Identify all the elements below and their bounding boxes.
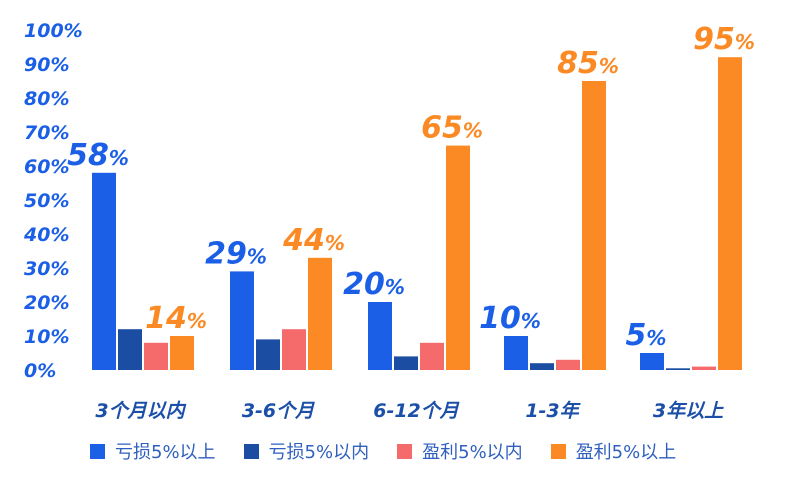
legend-label: 盈利5%以内 <box>422 442 523 463</box>
y-tick-label: 100% <box>24 20 83 42</box>
bar <box>582 81 606 370</box>
data-labels: 58% 29% 20% 10% 5% 14% 44% 65% 85% 95% <box>67 22 755 353</box>
data-label: 29% <box>205 236 267 271</box>
legend: 亏损5%以上 亏损5%以内 盈利5%以内 盈利5%以上 <box>90 438 704 464</box>
legend-item: 亏损5%以内 <box>243 438 370 464</box>
bar <box>640 353 664 370</box>
data-label: 95% <box>693 22 755 57</box>
bar <box>556 359 580 370</box>
x-tick-label: 3年以上 <box>653 400 724 422</box>
bar <box>666 368 690 370</box>
y-tick-label: 30% <box>24 258 69 280</box>
bar <box>530 363 554 370</box>
bar <box>394 356 418 370</box>
data-label: 20% <box>343 267 405 302</box>
legend-swatch <box>90 443 105 459</box>
legend-label: 亏损5%以内 <box>268 442 370 463</box>
x-tick-label: 1-3年 <box>525 400 581 422</box>
legend-swatch <box>397 443 413 459</box>
data-label: 10% <box>479 301 541 336</box>
legend-item: 盈利5%以上 <box>550 438 677 464</box>
legend-label: 盈利5%以上 <box>575 442 677 463</box>
y-tick-label: 10% <box>24 326 69 348</box>
bar <box>718 57 742 370</box>
bar <box>282 329 306 370</box>
legend-item: 盈利5%以内 <box>397 438 523 464</box>
y-tick-label: 90% <box>24 54 69 76</box>
bars <box>92 57 742 370</box>
data-label: 85% <box>557 46 619 81</box>
y-tick-label: 40% <box>23 224 69 246</box>
data-label: 44% <box>282 223 345 258</box>
bar <box>118 329 142 370</box>
bar <box>692 366 716 370</box>
bar <box>504 336 528 370</box>
data-label: 58% <box>67 138 129 173</box>
y-tick-label: 80% <box>24 88 69 110</box>
x-tick-label: 6-12个月 <box>373 400 460 422</box>
bar <box>446 145 470 370</box>
y-tick-label: 70% <box>24 122 69 144</box>
y-axis: 0% 10% 20% 30% 40% 50% 60% 70% 80% 90% 100% <box>23 20 83 382</box>
legend-label: 亏损5%以上 <box>115 442 216 463</box>
data-label: 5% <box>626 318 667 353</box>
y-tick-label: 50% <box>24 190 69 212</box>
data-label: 14% <box>145 301 207 336</box>
y-tick-label: 60% <box>24 156 69 178</box>
bar <box>308 257 332 370</box>
y-tick-label: 20% <box>24 292 69 314</box>
data-label: 65% <box>421 111 483 146</box>
legend-swatch <box>550 443 566 459</box>
bar <box>230 271 254 370</box>
bar <box>368 302 392 370</box>
bar <box>92 172 116 370</box>
bar <box>144 342 168 370</box>
x-tick-label: 3个月以内 <box>95 400 186 422</box>
y-tick-label: 0% <box>24 360 56 382</box>
legend-item: 亏损5%以上 <box>90 438 216 464</box>
bar <box>420 342 444 370</box>
bar <box>170 336 194 370</box>
x-axis: 3个月以内 3-6个月 6-12个月 1-3年 3年以上 <box>95 400 724 422</box>
bar <box>256 339 280 370</box>
x-tick-label: 3-6个月 <box>242 400 315 422</box>
legend-swatch <box>243 443 259 459</box>
